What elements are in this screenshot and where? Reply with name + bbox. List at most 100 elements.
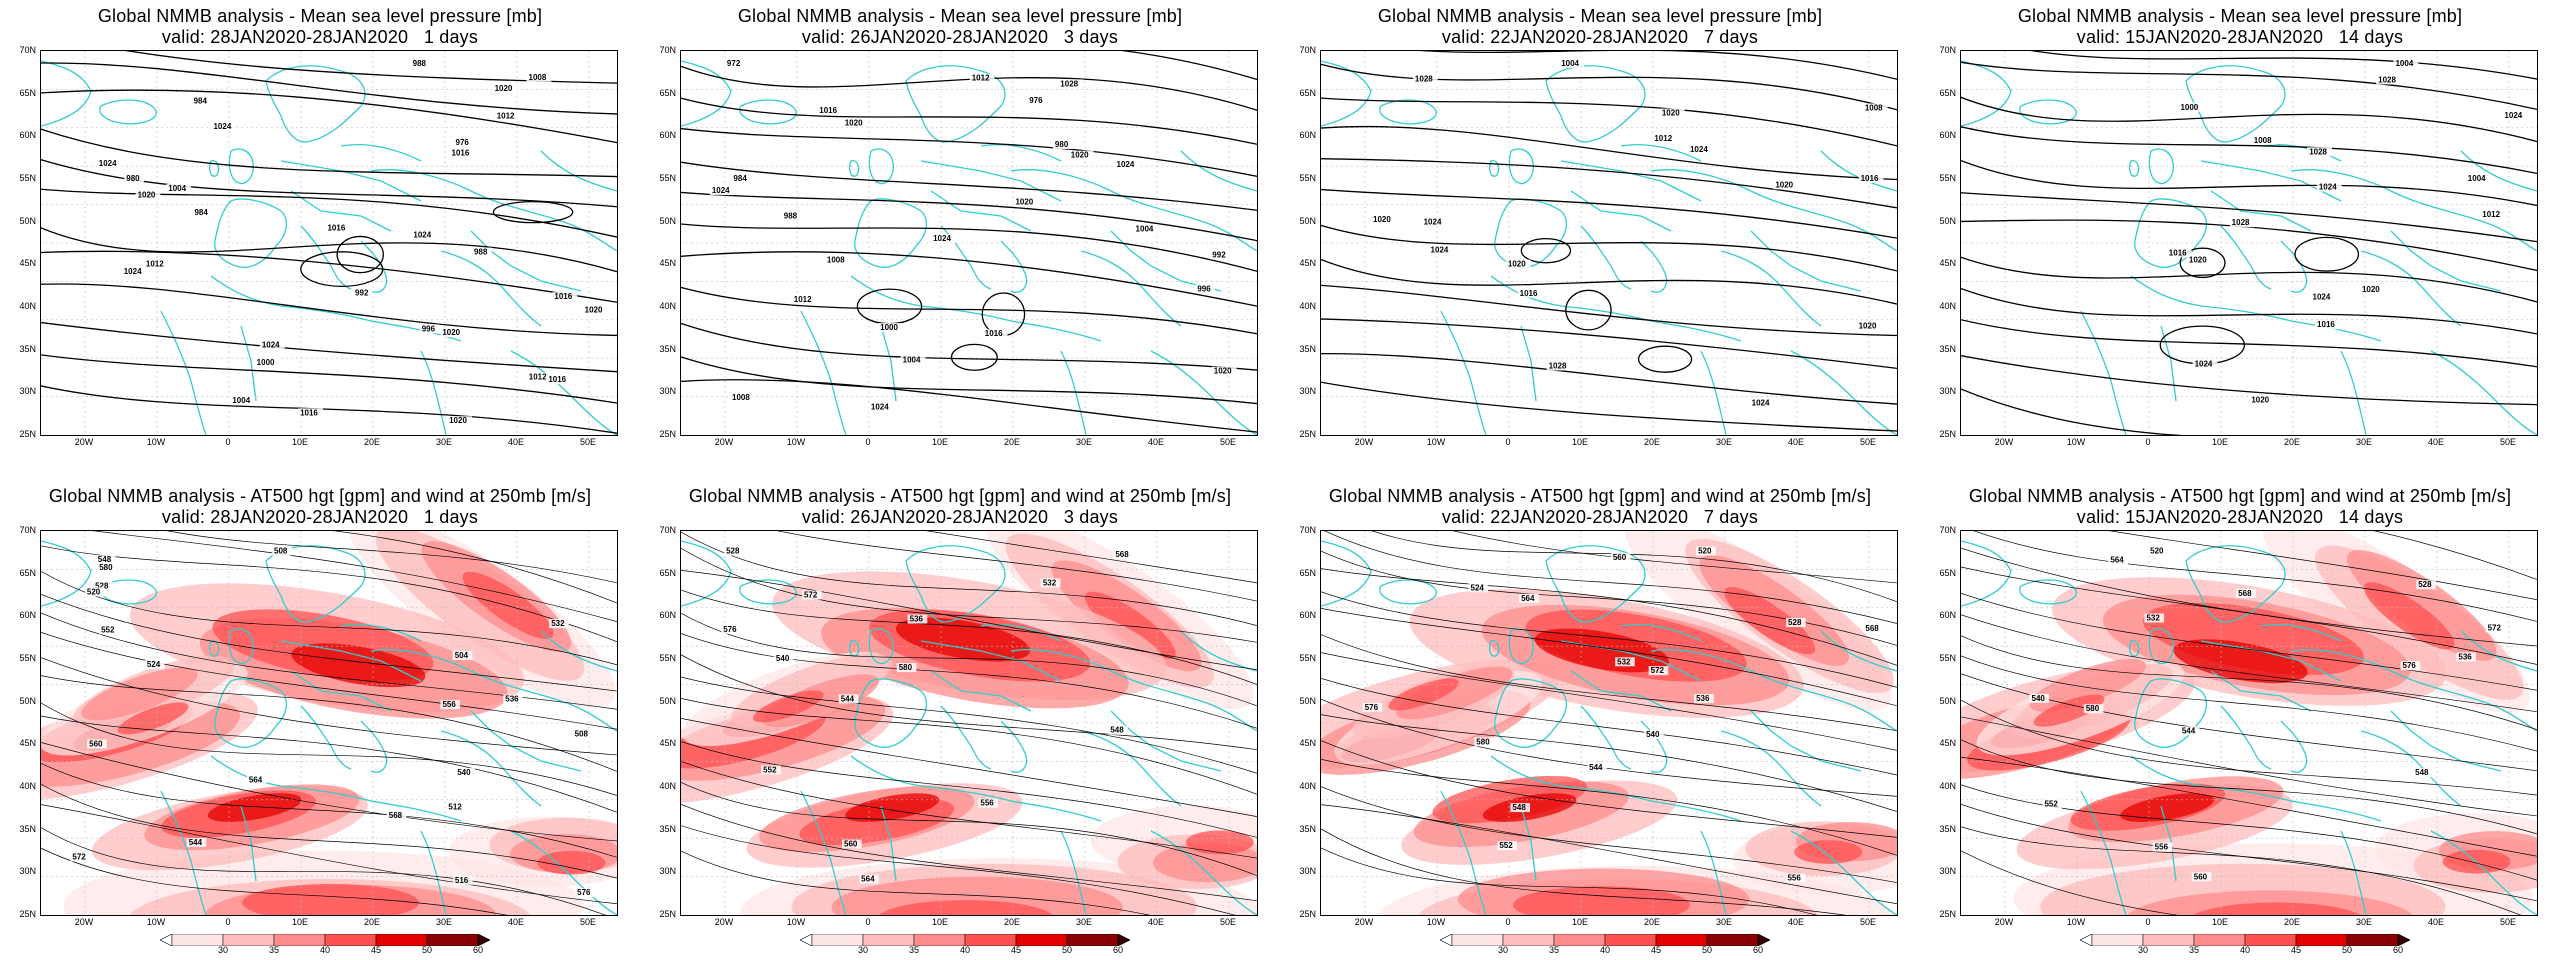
contour-label: 580 <box>2086 704 2100 713</box>
coastline <box>440 730 542 807</box>
panel-valid-line: valid: 26JAN2020-28JAN2020 3 days <box>801 27 1119 47</box>
wind-shading <box>1396 666 1513 720</box>
contour-label: 1028 <box>2309 147 2327 156</box>
coastline <box>510 830 617 915</box>
lon-tick-label: 20E <box>2283 917 2300 927</box>
contour-label-bg <box>1785 873 1806 883</box>
lon-tick-label: 30E <box>1715 437 1732 447</box>
contour-label-bg <box>1027 96 1047 106</box>
coastline <box>2460 150 2537 192</box>
coastline <box>1110 230 1222 292</box>
contour-label-bg <box>96 159 122 169</box>
isoline <box>1961 592 2537 691</box>
contour-label-bg <box>452 875 473 885</box>
contour-label-bg <box>2416 580 2436 590</box>
lat-tick-label: 30N <box>659 866 676 877</box>
isoline <box>1961 673 2537 772</box>
coastline <box>1010 169 1257 252</box>
isoline <box>1961 319 2537 368</box>
lon-tick-label: 0 <box>865 917 871 927</box>
contour-label: 540 <box>457 768 471 777</box>
contour-label: 1004 <box>168 184 186 193</box>
contour-label-bg <box>526 72 552 82</box>
coastline <box>2220 705 2272 770</box>
coastline <box>1700 830 1727 915</box>
panel-title-line: Global NMMB analysis - AT500 hgt [gpm] a… <box>1328 486 1872 506</box>
isoline <box>1321 758 1897 856</box>
isoline-closed <box>856 288 923 325</box>
panel-title: Global NMMB analysis - AT500 hgt [gpm] a… <box>0 486 640 528</box>
contour-label: 576 <box>2403 661 2417 670</box>
coastline <box>2280 240 2308 293</box>
coastline <box>1490 275 1742 342</box>
coastline <box>2260 144 2342 162</box>
contour-label: 1020 <box>1015 197 1033 206</box>
lon-tick-label: 20E <box>1003 437 1020 447</box>
coastline <box>1489 160 1500 177</box>
lon-tick-label: 10W <box>786 437 806 447</box>
coastline <box>99 99 157 125</box>
coastline <box>1060 350 1087 435</box>
contour-label-bg <box>1510 803 1531 813</box>
contour-label-bg <box>878 323 903 333</box>
contour-label-bg <box>2413 768 2433 778</box>
lon-tick-label: 20W <box>1994 437 2014 447</box>
contour-label: 1012 <box>146 260 164 269</box>
lat-tick-label: 65N <box>1299 567 1316 578</box>
contour-label-bg <box>2152 842 2173 852</box>
coastline <box>940 705 992 770</box>
contour-label: 988 <box>474 248 488 257</box>
wind-shading <box>2346 549 2497 661</box>
lat-tick-label: 45N <box>19 258 36 269</box>
isoline <box>681 570 1257 671</box>
isoline <box>1961 287 2537 335</box>
coastline <box>1520 325 1537 402</box>
coastline <box>854 198 928 268</box>
isoline <box>1321 63 1897 111</box>
lat-tick-label: 60N <box>19 130 36 141</box>
isoline <box>777 531 1257 602</box>
coastline <box>1570 670 1672 712</box>
lat-tick-label: 35N <box>1299 343 1316 354</box>
contour-label: 1016 <box>452 148 470 157</box>
coastline <box>980 144 1062 162</box>
isoline <box>1961 614 2537 713</box>
contour-label: 1020 <box>2189 256 2207 265</box>
contour-label: 1024 <box>99 159 117 168</box>
coastline <box>2430 350 2537 435</box>
isoline <box>681 850 1151 915</box>
coastline <box>1640 720 1668 773</box>
isoline <box>1961 635 2537 731</box>
contour-label: 568 <box>1115 550 1129 559</box>
isoline <box>681 741 1257 838</box>
contour-label: 1008 <box>2254 136 2272 145</box>
lat-tick-label: 25N <box>659 428 676 439</box>
contour-label-bg <box>2144 613 2165 623</box>
colorbar: 30 35 40 45 50 60 <box>160 932 490 956</box>
coastline <box>1820 630 1897 672</box>
lon-tick-label: 0 <box>225 917 231 927</box>
lon-tick-label: 50E <box>2499 437 2516 447</box>
contour-label: 1024 <box>712 186 730 195</box>
coastline <box>2390 230 2502 292</box>
contour-label: 576 <box>577 888 591 897</box>
isoline <box>41 593 617 692</box>
coastline <box>1379 579 1437 605</box>
contour-label: 1020 <box>1508 260 1526 269</box>
lat-tick-label: 40N <box>1939 780 1956 791</box>
contour-label: 536 <box>910 615 924 624</box>
lon-tick-label: 10W <box>2066 437 2086 447</box>
isoline <box>41 631 617 730</box>
colorbar-label: 40 <box>319 945 330 955</box>
contour-label: 564 <box>249 775 263 784</box>
contour-label-bg <box>1858 173 1884 183</box>
contour-label: 1024 <box>2313 292 2331 301</box>
colorbar-label: 45 <box>1010 945 1021 955</box>
isoline <box>681 161 1257 211</box>
lat-tick-label: 70N <box>1939 45 1956 55</box>
lon-tick-label: 10E <box>931 437 948 447</box>
lon-tick-label: 10E <box>1571 437 1588 447</box>
isoline <box>1961 388 2183 435</box>
isoline <box>41 826 606 915</box>
contour-label-bg <box>1587 762 1607 772</box>
